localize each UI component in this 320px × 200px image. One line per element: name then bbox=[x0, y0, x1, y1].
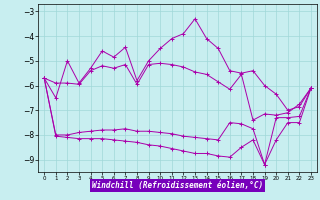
X-axis label: Windchill (Refroidissement éolien,°C): Windchill (Refroidissement éolien,°C) bbox=[92, 181, 263, 190]
